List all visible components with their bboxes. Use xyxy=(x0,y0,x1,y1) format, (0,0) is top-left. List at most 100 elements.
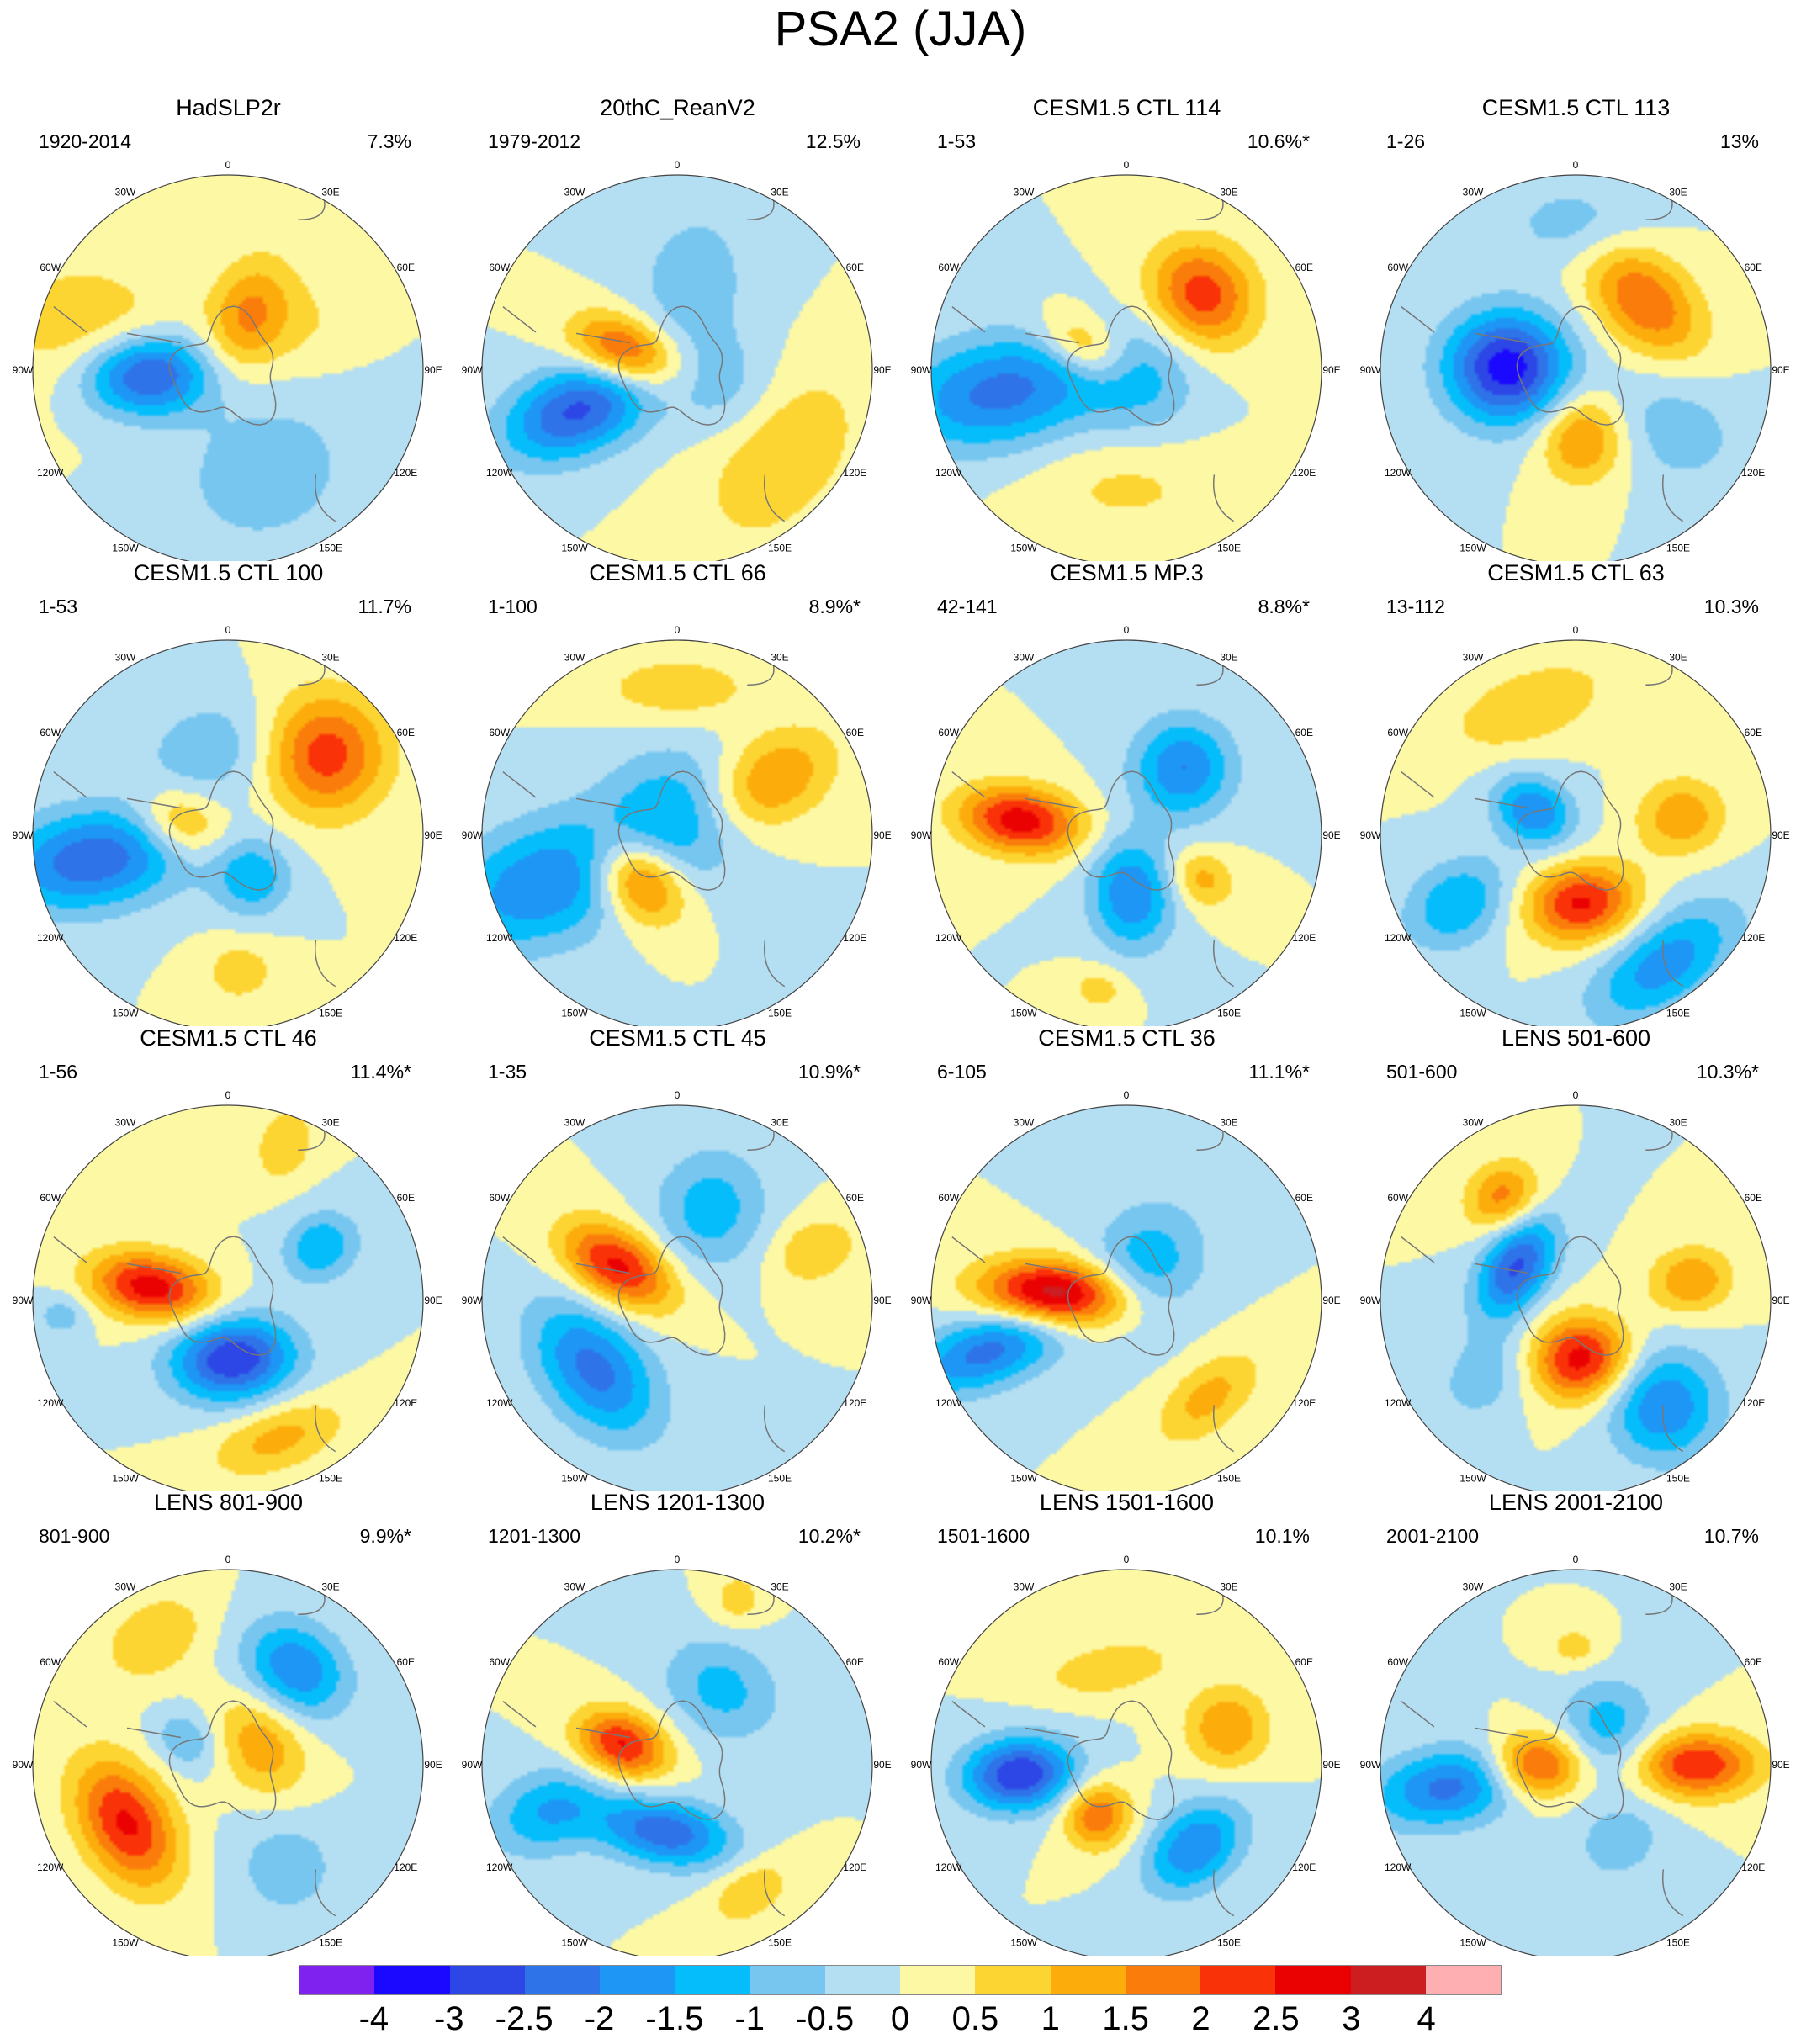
longitude-label: 30W xyxy=(564,652,585,664)
pressure-anomaly-field xyxy=(33,1570,423,1956)
antarctica-coastline xyxy=(168,770,277,891)
longitude-label: 150E xyxy=(1217,1936,1241,1948)
panel-title: CESM1.5 CTL 46 xyxy=(140,1025,317,1051)
polar-map: 030E60E90E120E150E180150W120W90W60W30W xyxy=(462,159,892,561)
longitude-label: 30E xyxy=(1220,187,1237,199)
antarctica-coastline xyxy=(168,1700,277,1820)
panel-period: 1-56 xyxy=(39,1061,78,1083)
longitude-label: 30E xyxy=(1669,1581,1687,1593)
continent-coastline xyxy=(1213,1869,1235,1917)
map-panel: CESM1.5 CTL 100 1-53 11.7% 0 30E 60E 90E 120E 15… xyxy=(3,559,453,1030)
longitude-label: 120E xyxy=(1292,1397,1316,1409)
longitude-label: 90W xyxy=(911,1295,932,1306)
map-panel: CESM1.5 CTL 66 1-100 8.9%* 0 30E 60E 90E 120E 15… xyxy=(453,559,903,1030)
longitude-label: 120W xyxy=(1385,467,1412,479)
longitude-label: 30E xyxy=(1220,1117,1237,1129)
longitude-label: 30E xyxy=(771,652,788,664)
panel-variance-percent: 9.9%* xyxy=(359,1525,411,1547)
longitude-label: 90E xyxy=(1322,1295,1340,1306)
continent-coastline xyxy=(315,474,336,522)
panel-title: LENS 501-600 xyxy=(1501,1025,1651,1051)
south-america-coastline xyxy=(1401,1701,1528,1739)
colorbar-tick-label: 4 xyxy=(1417,2000,1436,2037)
longitude-label: 60W xyxy=(938,262,959,273)
antarctica-coastline xyxy=(1067,1236,1175,1356)
colorbar-tick-label: 1.5 xyxy=(1102,2000,1149,2037)
longitude-label: 150E xyxy=(319,1936,342,1948)
panel-variance-percent: 10.6%* xyxy=(1247,130,1310,152)
longitude-label: 90E xyxy=(424,1759,442,1771)
longitude-label: 60W xyxy=(489,727,510,739)
longitude-label: 120W xyxy=(37,932,64,944)
panel-title: CESM1.5 CTL 45 xyxy=(589,1025,766,1051)
polar-map: 030E60E90E120E150E180150W120W90W60W30W xyxy=(462,1554,892,1956)
longitude-label: 60W xyxy=(489,1656,510,1668)
longitude-label: 90E xyxy=(1772,1295,1789,1306)
panel-period: 1501-1600 xyxy=(937,1525,1030,1547)
longitude-label: 60E xyxy=(846,1192,864,1204)
map-boundary-circle xyxy=(481,1104,873,1491)
map-boundary-circle xyxy=(1380,174,1772,561)
colorbar-swatch xyxy=(374,1966,450,1994)
longitude-label: 60E xyxy=(1745,727,1762,739)
longitude-label: 120E xyxy=(843,1397,866,1409)
panel-period: 1920-2014 xyxy=(39,130,131,152)
longitude-label: 120E xyxy=(394,1861,417,1873)
panel-period: 501-600 xyxy=(1386,1061,1458,1083)
longitude-label: 90E xyxy=(873,1759,891,1771)
panel-variance-percent: 13% xyxy=(1719,130,1759,152)
map-boundary-circle xyxy=(32,639,424,1026)
longitude-label: 90W xyxy=(1360,1759,1381,1771)
longitude-label: 90W xyxy=(911,1759,932,1771)
longitude-label: 60W xyxy=(1387,262,1408,273)
longitude-label: 0 xyxy=(225,624,231,636)
continent-coastline xyxy=(747,1131,775,1152)
longitude-label: 60W xyxy=(40,1192,61,1204)
continent-coastline xyxy=(1645,1595,1673,1616)
continent-coastline xyxy=(1645,200,1673,221)
longitude-label: 0 xyxy=(675,1089,681,1101)
pressure-anomaly-field xyxy=(482,640,872,1026)
longitude-label: 60W xyxy=(489,1192,510,1204)
longitude-label: 30E xyxy=(771,187,788,199)
longitude-label: 90E xyxy=(1322,364,1340,376)
longitude-label: 60W xyxy=(40,727,61,739)
longitude-label: 0 xyxy=(225,1089,231,1101)
longitude-label: 60E xyxy=(1295,1192,1313,1204)
south-america-coastline xyxy=(951,306,1079,344)
colorbar-tick-label: 0 xyxy=(890,2000,910,2037)
longitude-label: 150E xyxy=(319,1007,342,1019)
longitude-label: 120E xyxy=(394,932,417,944)
continent-coastline xyxy=(1645,1131,1673,1152)
longitude-label: 30E xyxy=(771,1581,788,1593)
map-panel: CESM1.5 CTL 36 6-105 11.1%* 0 30E 60E 90E 120E 1… xyxy=(902,1025,1352,1496)
longitude-label: 120E xyxy=(394,467,417,479)
south-america-coastline xyxy=(53,771,181,809)
longitude-label: 150E xyxy=(1666,542,1690,553)
panel-variance-percent: 7.3% xyxy=(367,130,411,152)
longitude-label: 120E xyxy=(1741,1397,1765,1409)
continent-coastline xyxy=(1213,940,1235,988)
map-boundary-circle xyxy=(1380,1569,1772,1956)
longitude-label: 60W xyxy=(1387,1656,1408,1668)
longitude-label: 150E xyxy=(1666,1007,1690,1019)
colorbar-tick-label: 2 xyxy=(1191,2000,1210,2037)
panel-period: 1-26 xyxy=(1386,130,1426,152)
longitude-label: 120W xyxy=(935,932,962,944)
colorbar-swatch xyxy=(449,1966,525,1994)
longitude-label: 90W xyxy=(911,364,932,376)
longitude-label: 150E xyxy=(1217,1472,1241,1484)
continent-coastline xyxy=(298,1131,326,1152)
longitude-label: 0 xyxy=(675,624,681,636)
longitude-label: 120W xyxy=(1385,932,1412,944)
map-boundary-circle xyxy=(930,1569,1322,1956)
pressure-anomaly-field xyxy=(33,1105,423,1491)
longitude-label: 60W xyxy=(938,1656,959,1668)
panel-variance-percent: 8.9%* xyxy=(808,596,861,617)
polar-map: 030E60E90E120E150E180150W120W90W60W30W xyxy=(911,624,1341,1026)
longitude-label: 120E xyxy=(394,1397,417,1409)
antarctica-coastline xyxy=(168,305,277,426)
longitude-label: 150E xyxy=(1217,542,1241,553)
longitude-label: 90W xyxy=(462,829,483,841)
panel-variance-percent: 11.1%* xyxy=(1248,1061,1310,1083)
